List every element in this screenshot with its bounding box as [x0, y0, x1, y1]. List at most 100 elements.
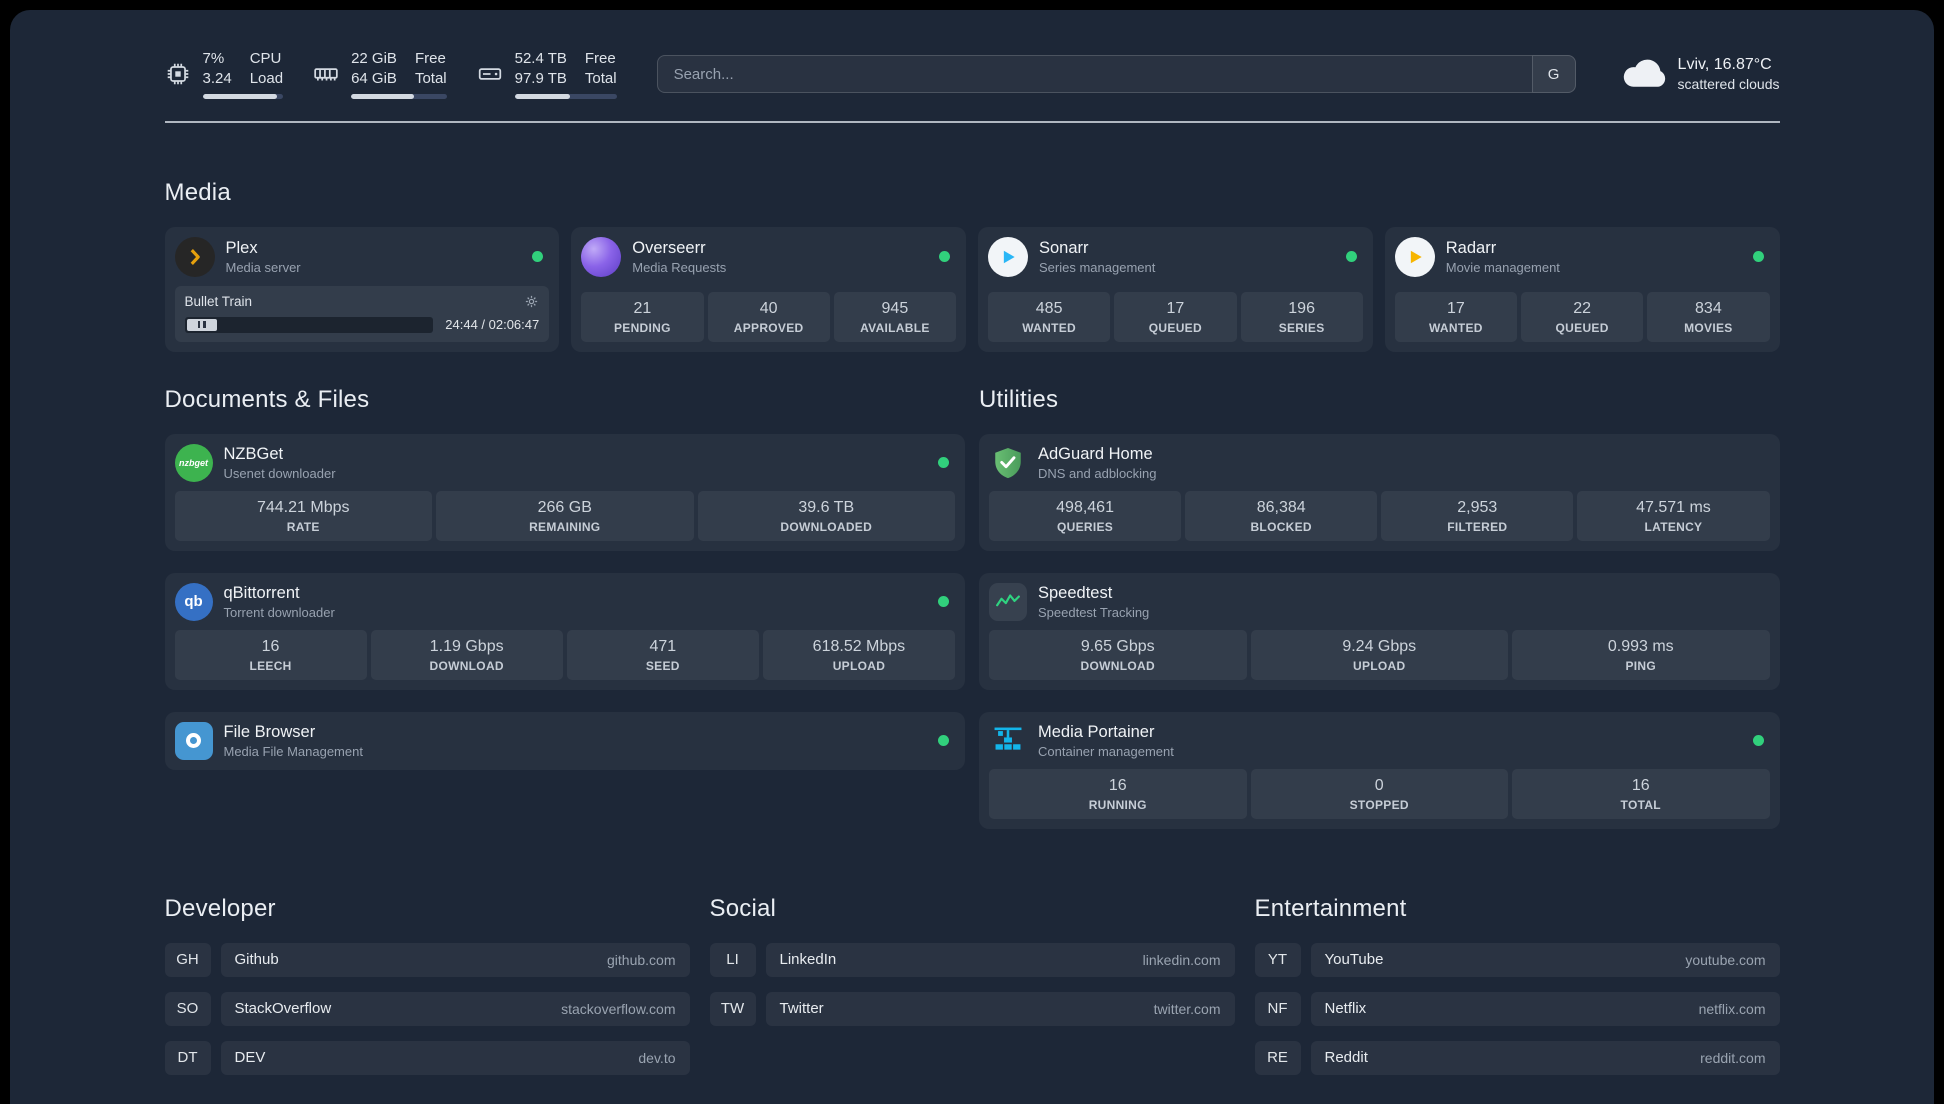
- stat-label: DOWNLOADED: [780, 519, 873, 534]
- weather-text: Lviv, 16.87°C scattered clouds: [1678, 56, 1780, 92]
- content-container: 7% CPU 3.24 Load: [164, 10, 1780, 1104]
- stat-label: MOVIES: [1684, 320, 1733, 335]
- bookmark-reddit[interactable]: RE Reddit reddit.com: [1254, 1040, 1780, 1075]
- stat-label: DOWNLOAD: [429, 658, 504, 673]
- disk-progress-fill: [514, 93, 570, 99]
- bookmark-link: Netflix netflix.com: [1310, 991, 1780, 1026]
- metric-value: 22 GiB: [351, 50, 397, 67]
- service-name: Plex: [225, 238, 258, 257]
- bookmark-github[interactable]: GH Github github.com: [164, 942, 690, 977]
- disk-metric-text: 52.4 TB Free 97.9 TB Total: [515, 50, 617, 89]
- topbar-divider: [164, 120, 1780, 123]
- bookmark-netflix[interactable]: NF Netflix netflix.com: [1254, 991, 1780, 1026]
- weather-condition: scattered clouds: [1677, 76, 1780, 93]
- search-engine-button[interactable]: G: [1531, 55, 1576, 94]
- service-name: NZBGet: [223, 444, 284, 463]
- playback-row: 24:44 / 02:06:47: [184, 316, 539, 333]
- metric-value: 97.9 TB: [514, 69, 567, 87]
- cpu-icon: [165, 61, 191, 87]
- bookmark-domain: linkedin.com: [1142, 951, 1221, 968]
- metric-value: 7%: [202, 50, 225, 67]
- service-titles: Speedtest Speedtest Tracking: [1038, 584, 1149, 620]
- bookmark-linkedin[interactable]: LI LinkedIn linkedin.com: [709, 942, 1235, 977]
- stat-value: 618.52 Mbps: [812, 637, 906, 655]
- pause-button[interactable]: [186, 318, 217, 331]
- stat-tile: 945 AVAILABLE: [833, 291, 956, 342]
- adguard-icon: [989, 444, 1027, 482]
- stat-tile: 17 WANTED: [1394, 291, 1517, 342]
- stat-tile: 485 WANTED: [988, 291, 1111, 342]
- stat-value: 834: [1695, 299, 1722, 317]
- playback-progress-track[interactable]: [184, 316, 434, 333]
- service-card-filebrowser[interactable]: File Browser Media File Management: [164, 711, 965, 770]
- section-title-utilities: Utilities: [979, 385, 1059, 413]
- disk-metric: 52.4 TB Free 97.9 TB Total: [477, 50, 617, 99]
- service-card-nzbget[interactable]: nzbget NZBGet Usenet downloader 744.21 M…: [164, 433, 965, 551]
- service-header: File Browser Media File Management: [174, 721, 956, 760]
- service-card-radarr[interactable]: Radarr Movie management 17 WANTED 22 QUE…: [1384, 226, 1780, 352]
- service-desc: Container management: [1038, 743, 1174, 759]
- now-playing-title: Bullet Train: [184, 293, 253, 309]
- stat-tile: 834 MOVIES: [1647, 291, 1770, 342]
- service-card-qbittorrent[interactable]: qb qBittorrent Torrent downloader 16 LEE…: [164, 572, 965, 690]
- bookmark-abbr: LI: [709, 942, 756, 977]
- service-desc: Usenet downloader: [223, 465, 336, 481]
- service-card-sonarr[interactable]: Sonarr Series management 485 WANTED 17 Q…: [978, 226, 1373, 352]
- bookmark-abbr: TW: [709, 991, 756, 1026]
- bookmark-link: DEV dev.to: [220, 1040, 690, 1075]
- stat-value: 2,953: [1457, 498, 1498, 516]
- metric-label: Free: [414, 50, 446, 67]
- service-header: qb qBittorrent Torrent downloader: [174, 582, 956, 621]
- memory-metric-body: 22 GiB Free 64 GiB Total: [351, 50, 447, 99]
- bookmark-abbr: RE: [1254, 1040, 1301, 1075]
- service-header: Radarr Movie management: [1394, 236, 1770, 277]
- metric-label: CPU: [249, 50, 282, 67]
- bookmark-stackoverflow[interactable]: SO StackOverflow stackoverflow.com: [164, 991, 690, 1026]
- cpu-metric: 7% CPU 3.24 Load: [165, 50, 284, 99]
- stat-value: 485: [1035, 299, 1063, 317]
- stat-value: 471: [649, 637, 677, 655]
- stat-value: 945: [881, 299, 909, 317]
- bookmark-twitter[interactable]: TW Twitter twitter.com: [709, 991, 1235, 1026]
- bookmark-dev[interactable]: DT DEV dev.to: [164, 1040, 690, 1075]
- bookmark-group-developer: Developer GH Github github.com SO StackO…: [164, 895, 690, 1075]
- service-card-speedtest[interactable]: Speedtest Speedtest Tracking 9.65 Gbps D…: [979, 572, 1780, 690]
- service-desc: Media Requests: [632, 259, 727, 275]
- gear-icon[interactable]: [524, 294, 539, 309]
- qbittorrent-icon: qb: [174, 582, 213, 621]
- stat-tile: 0.993 ms PING: [1512, 629, 1770, 680]
- stat-label: QUEUED: [1148, 320, 1202, 335]
- bookmark-abbr: NF: [1254, 991, 1301, 1026]
- service-card-adguard[interactable]: AdGuard Home DNS and adblocking 498,461 …: [979, 433, 1780, 551]
- bookmark-youtube[interactable]: YT YouTube youtube.com: [1254, 942, 1780, 977]
- search-bar: G: [656, 55, 1576, 94]
- plex-now-playing-widget: Bullet Train 24:44 / 02:06:47: [174, 285, 550, 342]
- metric-label: Free: [584, 50, 616, 67]
- stat-label: LEECH: [249, 658, 292, 673]
- utilities-section: Utilities: [979, 386, 1780, 829]
- stat-label: WANTED: [1428, 320, 1483, 335]
- memory-metric: 22 GiB Free 64 GiB Total: [313, 50, 447, 99]
- metric-value: 52.4 TB: [514, 50, 567, 67]
- service-header: Sonarr Series management: [988, 236, 1363, 277]
- service-titles: qBittorrent Torrent downloader: [224, 584, 335, 620]
- stat-label: UPLOAD: [1353, 658, 1406, 673]
- service-card-overseerr[interactable]: Overseerr Media Requests 21 PENDING 40 A…: [571, 226, 966, 352]
- radarr-icon: [1394, 236, 1435, 277]
- nzbget-icon: nzbget: [174, 443, 213, 482]
- service-card-plex[interactable]: Plex Media server Bullet Train: [164, 226, 560, 352]
- service-header: Plex Media server: [174, 236, 550, 277]
- service-desc: DNS and adblocking: [1038, 465, 1157, 481]
- stat-value: 16: [1108, 776, 1127, 794]
- top-bar: 7% CPU 3.24 Load: [165, 50, 1780, 99]
- bookmark-link: Reddit reddit.com: [1310, 1040, 1780, 1075]
- speedtest-icon: [989, 582, 1027, 621]
- search-input[interactable]: [656, 55, 1532, 94]
- sonarr-icon: [988, 236, 1028, 277]
- bookmark-rows: YT YouTube youtube.com NF Netflix netfli…: [1254, 942, 1780, 1075]
- service-titles: AdGuard Home DNS and adblocking: [1038, 445, 1157, 481]
- service-card-portainer[interactable]: Media Portainer Container management 16 …: [979, 711, 1780, 829]
- service-name: Radarr: [1445, 238, 1497, 257]
- disk-icon: [477, 61, 503, 87]
- bookmark-link: Twitter twitter.com: [765, 991, 1235, 1026]
